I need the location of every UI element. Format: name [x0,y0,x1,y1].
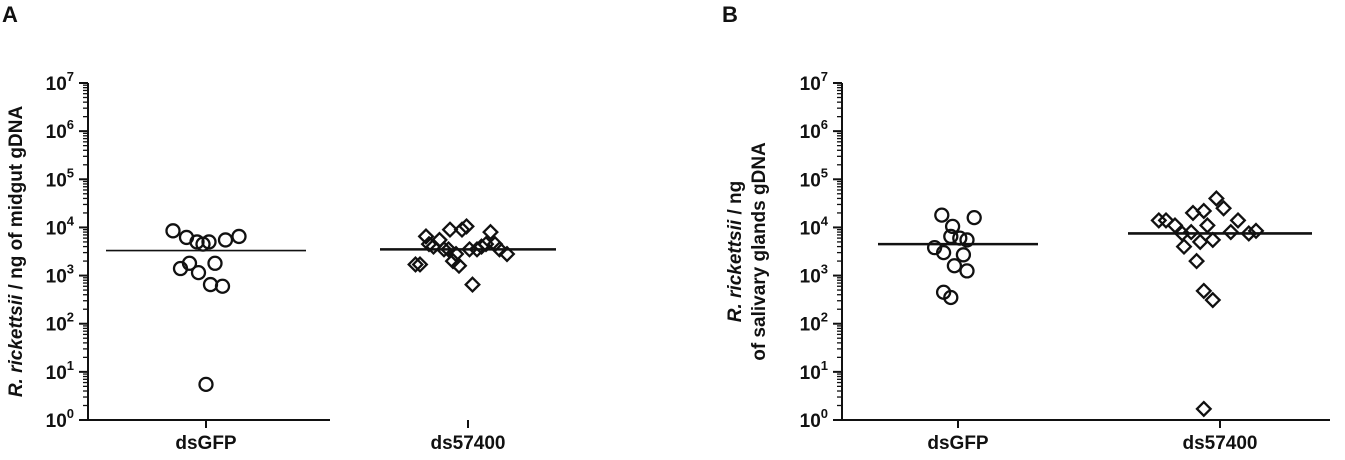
panel-letter: B [722,2,738,27]
data-point [473,238,490,256]
series-dsgfp [878,207,1038,306]
x-tick-label: dsGFP [175,433,237,454]
data-point [946,258,963,274]
y-tick-label: 104 [46,213,75,239]
y-tick-label: 106 [800,117,828,143]
data-point [450,257,468,275]
data-point [1157,211,1175,229]
x-tick-label: dsGFP [927,433,989,454]
data-point [435,240,453,258]
x-tick-label: ds57400 [430,433,505,454]
data-point [458,217,475,235]
data-point [411,256,429,273]
data-point [440,240,457,258]
y-tick-label: 106 [46,117,74,143]
data-point [190,264,207,281]
data-point [966,209,982,226]
y-tick-label: 103 [46,262,74,288]
data-point [498,245,516,263]
y-tick-label: 107 [46,69,74,95]
data-point [1207,190,1225,207]
data-point [1195,282,1213,300]
y-tick-label: 102 [800,310,828,336]
data-point [1229,211,1247,229]
data-point [217,232,234,248]
data-point [453,221,471,239]
data-point [959,263,975,279]
y-axis-label: R. rickettsii / ng [725,181,746,323]
data-point [198,376,214,393]
panel-b: B 100 101 102 103 104 105 106 107 dsGFP ds57400 R. … [722,2,1330,454]
y-axis-label: R. rickettsii / ng of midgut gDNA [6,106,27,398]
data-point [464,276,481,294]
data-point [441,221,459,239]
panel-a: A 100 101 102 103 104 105 106 107 dsGFP ds57400 R. … [2,2,556,454]
data-point [1204,231,1222,249]
panel-letter: A [2,2,18,27]
y-tick-label: 107 [800,69,828,95]
data-point [207,255,223,271]
data-point [482,223,499,241]
data-point [1195,400,1213,418]
data-point [165,223,181,239]
y-axis-label: of salivary glands gDNA [749,142,770,361]
x-tick-label: ds57400 [1182,433,1257,454]
data-point [181,255,198,271]
data-point [959,232,975,248]
data-point [1188,252,1206,270]
data-point [201,234,217,250]
data-point [231,228,247,245]
series-dsgfp [106,223,306,393]
y-tick-label: 101 [800,358,828,384]
data-point [1150,211,1168,229]
y-tick-label: 101 [46,358,74,384]
data-point [944,218,961,235]
data-point [1191,233,1209,251]
data-point [943,289,959,306]
data-point [1182,223,1200,241]
y-tick-label: 105 [800,165,828,191]
data-point [935,244,952,261]
y-tick-label: 103 [800,262,828,288]
data-point [1240,225,1258,242]
data-point [417,228,435,245]
data-point [491,240,508,258]
data-point [1222,223,1240,241]
data-point [1175,238,1193,256]
y-tick-label: 100 [800,406,828,432]
data-point [955,247,972,263]
data-point [1215,199,1233,217]
data-point [214,278,231,294]
data-point [1195,202,1213,220]
series-ds57400 [380,217,556,294]
y-tick-label: 105 [46,165,74,191]
data-point [1198,217,1216,234]
data-point [1247,222,1265,240]
data-point [407,256,424,273]
y-tick-label: 104 [800,213,829,239]
y-tick-label: 100 [46,406,74,432]
data-point [1204,291,1222,309]
data-point [934,207,950,223]
y-tick-label: 102 [46,310,74,336]
series-ds57400 [1128,190,1312,418]
